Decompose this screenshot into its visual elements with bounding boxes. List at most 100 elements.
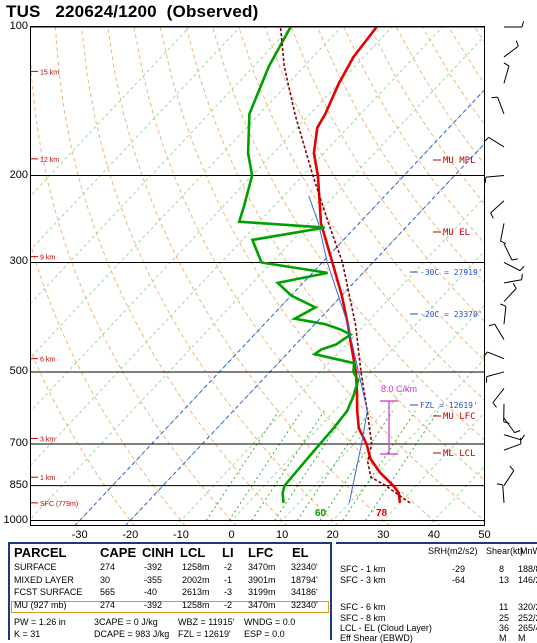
ml-lcl-label: ML LCL: [443, 449, 476, 459]
dry-adiabat: [475, 27, 537, 531]
wind-barb-staff: [504, 66, 509, 83]
parcel-cell: -40: [144, 587, 157, 597]
temperature-tick-label: 30: [377, 529, 389, 541]
dry-adiabat: [527, 27, 537, 531]
dry-adiabat: [317, 27, 537, 531]
wind-barb: [504, 466, 514, 486]
dry-adiabat: [239, 27, 537, 531]
wind-barb-flag: [501, 241, 506, 244]
wind-barb-staff: [504, 288, 516, 301]
wind-barb-staff: [489, 137, 504, 147]
wind-barb-flag: [520, 266, 524, 270]
shear-cell: M: [518, 633, 526, 643]
dry-adiabat: [3, 27, 190, 531]
wind-barb-staff: [498, 97, 504, 114]
wind-barb: [500, 304, 506, 324]
pressure-tick-label: 100: [2, 20, 28, 32]
wind-barb-staff: [504, 435, 521, 440]
temperature-trace: [314, 27, 400, 503]
fzl-label: FZL = 12619': [420, 401, 478, 410]
shear-header: SRH(m2/s2): [428, 546, 478, 556]
parcel-cell: 2002m: [182, 575, 210, 585]
temperature-tick-label: -10: [173, 529, 189, 541]
sfc-temperature-label: 78: [376, 508, 388, 519]
parcel-header: CAPE: [100, 545, 136, 560]
wind-barb-staff: [491, 201, 504, 213]
wind-barb: [504, 418, 520, 433]
temperature-tick-label: -20: [122, 529, 138, 541]
wind-barb: [493, 388, 504, 407]
temperature-tick-label: -30: [72, 529, 88, 541]
shear-cell: 13: [499, 575, 509, 585]
parcel-cell: 274: [100, 600, 115, 610]
index-cell: WNDG = 0.0: [244, 617, 295, 627]
wind-barb: [487, 372, 504, 383]
parcel-cell: 2613m: [182, 587, 210, 597]
parcel-cell: 32340': [291, 562, 318, 572]
mixing-ratio-line: [320, 411, 393, 520]
parcel-cell: -2: [224, 562, 232, 572]
shear-cell: 265/4: [518, 623, 537, 633]
shear-cell: SFC - 8 km: [340, 613, 386, 623]
wind-barb-staff: [504, 46, 518, 57]
shear-header: MnWind: [520, 546, 537, 556]
isotherm: [171, 27, 537, 531]
parcel-cell: -3: [224, 587, 232, 597]
wind-barb-flag: [510, 466, 514, 470]
pressure-tick-label: 850: [2, 479, 28, 491]
wind-barb-staff: [504, 418, 515, 433]
dry-adiabat: [29, 27, 241, 531]
parcel-cell: -392: [144, 600, 162, 610]
parcel-cell: -355: [144, 575, 162, 585]
parcel-cell: SURFACE: [14, 562, 57, 572]
wind-barb: [504, 21, 524, 27]
wind-barb-staff: [504, 306, 506, 324]
mixing-ratio-line: [229, 411, 302, 520]
pressure-tick-label: 300: [2, 255, 28, 267]
index-cell: K = 31: [14, 629, 40, 639]
index-cell: FZL = 12619': [178, 629, 231, 639]
isotherm: [0, 27, 341, 531]
parcel-cell: FCST SURFACE: [14, 587, 82, 597]
parcel-cell: 3901m: [248, 575, 276, 585]
wind-barb-staff: [504, 244, 512, 260]
lapse-rate-label: 8.0 C/km: [381, 384, 417, 394]
index-cell: DCAPE = 983 J/kg: [94, 629, 169, 639]
height-label: 9 km: [40, 255, 55, 262]
height-label: 6 km: [40, 357, 55, 364]
wind-barb-staff: [487, 372, 504, 377]
parcel-trace: [281, 27, 411, 503]
mixing-ratio-line: [275, 411, 348, 520]
wind-barb: [504, 262, 524, 270]
height-label: SFC (779m): [40, 501, 78, 508]
wind-barb: [504, 283, 516, 301]
wind-barb: [504, 41, 518, 57]
shear-cell: 252/2: [518, 613, 537, 623]
dry-adiabat: [0, 27, 139, 531]
wind-barb: [485, 176, 504, 183]
wind-barb-staff: [493, 388, 504, 402]
shear-cell: -64: [452, 575, 465, 585]
pressure-tick-label: 1000: [2, 514, 28, 526]
parcel-cell: 3470m: [248, 562, 276, 572]
wind-barb: [504, 274, 522, 283]
wind-barb-flag: [497, 484, 503, 485]
wind-barb: [492, 97, 504, 114]
shear-cell: SFC - 3 km: [340, 575, 386, 585]
isotherm: [424, 27, 537, 531]
temperature-tick-label: 0: [228, 529, 234, 541]
wind-barb-flag: [521, 435, 524, 440]
parcel-cell: MU (927 mb): [14, 600, 67, 610]
shear-cell: 188/8: [518, 564, 537, 574]
parcel-cell: 32340': [291, 600, 318, 610]
parcel-cell: 1258m: [182, 600, 210, 610]
isotherm: [0, 27, 291, 531]
parcel-cell: 34186': [291, 587, 318, 597]
wind-barb-flag: [484, 352, 488, 357]
parcel-cell: 18794': [291, 575, 318, 585]
wind-barb-flag: [493, 403, 497, 408]
wind-barb: [484, 352, 504, 359]
